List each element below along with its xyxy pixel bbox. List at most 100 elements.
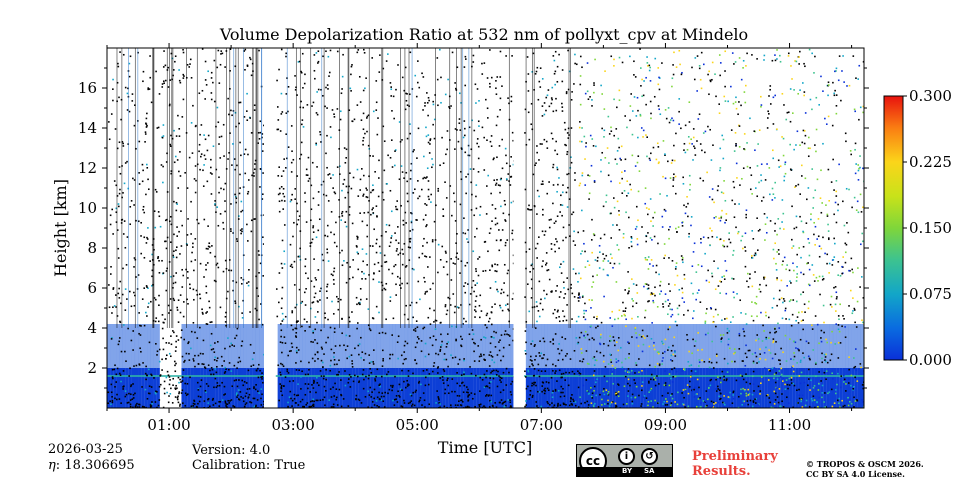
noise-pixel: [655, 158, 658, 161]
noise-pixel: [360, 298, 362, 301]
noise-pixel: [664, 404, 667, 406]
noise-pixel: [422, 76, 425, 78]
noise-pixel: [332, 278, 335, 281]
noise-pixel: [390, 139, 393, 141]
noise-pixel: [529, 359, 532, 361]
noise-pixel: [600, 84, 602, 87]
noise-pixel: [483, 62, 486, 64]
noise-pixel: [414, 330, 417, 332]
noise-pixel: [631, 393, 634, 396]
noise-pixel: [852, 297, 854, 299]
aerosol-column: [687, 368, 691, 408]
aerosol-column: [801, 368, 806, 408]
noise-pixel: [800, 398, 803, 401]
aerosol-column: [609, 324, 613, 368]
noise-pixel: [333, 327, 336, 330]
noise-pixel: [650, 373, 653, 376]
noise-pixel: [578, 292, 580, 294]
noise-pixel: [467, 394, 470, 397]
noise-pixel: [645, 76, 647, 79]
noise-pixel: [553, 72, 556, 75]
noise-pixel: [423, 155, 425, 158]
noise-pixel: [209, 369, 211, 372]
noise-pixel: [583, 312, 586, 315]
noise-pixel: [712, 321, 715, 324]
noise-pixel: [165, 342, 168, 344]
noise-pixel: [282, 365, 285, 368]
noise-pixel: [744, 250, 747, 252]
noise-pixel: [535, 301, 538, 303]
noise-pixel: [233, 405, 236, 408]
noise-pixel: [592, 404, 595, 407]
noise-pixel: [281, 199, 283, 202]
noise-pixel: [137, 274, 140, 276]
noise-pixel: [837, 324, 840, 326]
noise-pixel: [166, 218, 168, 221]
noise-pixel: [111, 368, 114, 371]
noise-pixel: [474, 83, 477, 86]
noise-pixel: [427, 114, 429, 117]
noise-pixel: [503, 199, 506, 202]
noise-pixel: [230, 228, 232, 230]
noise-pixel: [687, 202, 689, 205]
noise-pixel: [175, 249, 177, 252]
noise-pixel: [281, 297, 283, 300]
noise-pixel: [659, 193, 661, 195]
noise-pixel: [158, 271, 161, 274]
noise-pixel: [246, 388, 249, 390]
noise-pixel: [283, 250, 286, 253]
noise-pixel: [472, 168, 475, 170]
noise-pixel: [774, 181, 777, 184]
noise-pixel: [128, 375, 130, 377]
noise-pixel: [415, 389, 417, 392]
noise-pixel: [768, 349, 770, 352]
noise-pixel: [745, 394, 748, 397]
aerosol-column: [411, 368, 415, 408]
noise-pixel: [613, 262, 616, 265]
noise-pixel: [290, 161, 293, 164]
noise-pixel: [607, 391, 610, 393]
noise-pixel: [775, 269, 778, 271]
noise-pixel: [585, 350, 588, 352]
noise-pixel: [725, 378, 728, 380]
noise-pixel: [167, 374, 170, 377]
noise-pixel: [647, 300, 649, 303]
aerosol-column: [190, 324, 194, 368]
noise-pixel: [315, 399, 318, 402]
noise-pixel: [799, 382, 802, 385]
noise-pixel: [322, 398, 324, 401]
noise-pixel: [530, 297, 533, 299]
noise-pixel: [808, 357, 811, 360]
noise-pixel: [592, 405, 595, 408]
noise-pixel: [118, 192, 121, 195]
noise-pixel: [214, 368, 217, 370]
noise-pixel: [184, 404, 187, 407]
noise-pixel: [859, 193, 862, 196]
noise-pixel: [571, 394, 573, 396]
noise-pixel: [649, 159, 652, 162]
noise-pixel: [314, 353, 317, 356]
noise-pixel: [127, 87, 129, 90]
noise-pixel: [278, 166, 280, 168]
noise-pixel: [579, 121, 581, 123]
noise-pixel: [613, 197, 615, 199]
noise-pixel: [229, 48, 232, 50]
noise-pixel: [490, 76, 493, 79]
noise-pixel: [706, 404, 708, 407]
noise-pixel: [754, 252, 757, 255]
noise-pixel: [673, 173, 675, 176]
noise-pixel: [740, 104, 742, 107]
noise-pixel: [140, 221, 142, 224]
noise-pixel: [861, 399, 863, 401]
noise-pixel: [509, 165, 511, 167]
noise-pixel: [774, 399, 777, 401]
noise-pixel: [437, 397, 440, 400]
noise-pixel: [792, 370, 795, 373]
noise-pixel: [233, 345, 236, 347]
noise-pixel: [120, 380, 122, 383]
noise-pixel: [767, 110, 769, 113]
noise-pixel: [359, 101, 362, 103]
noise-pixel: [127, 401, 130, 404]
noise-pixel: [278, 200, 281, 203]
noise-pixel: [590, 402, 593, 405]
